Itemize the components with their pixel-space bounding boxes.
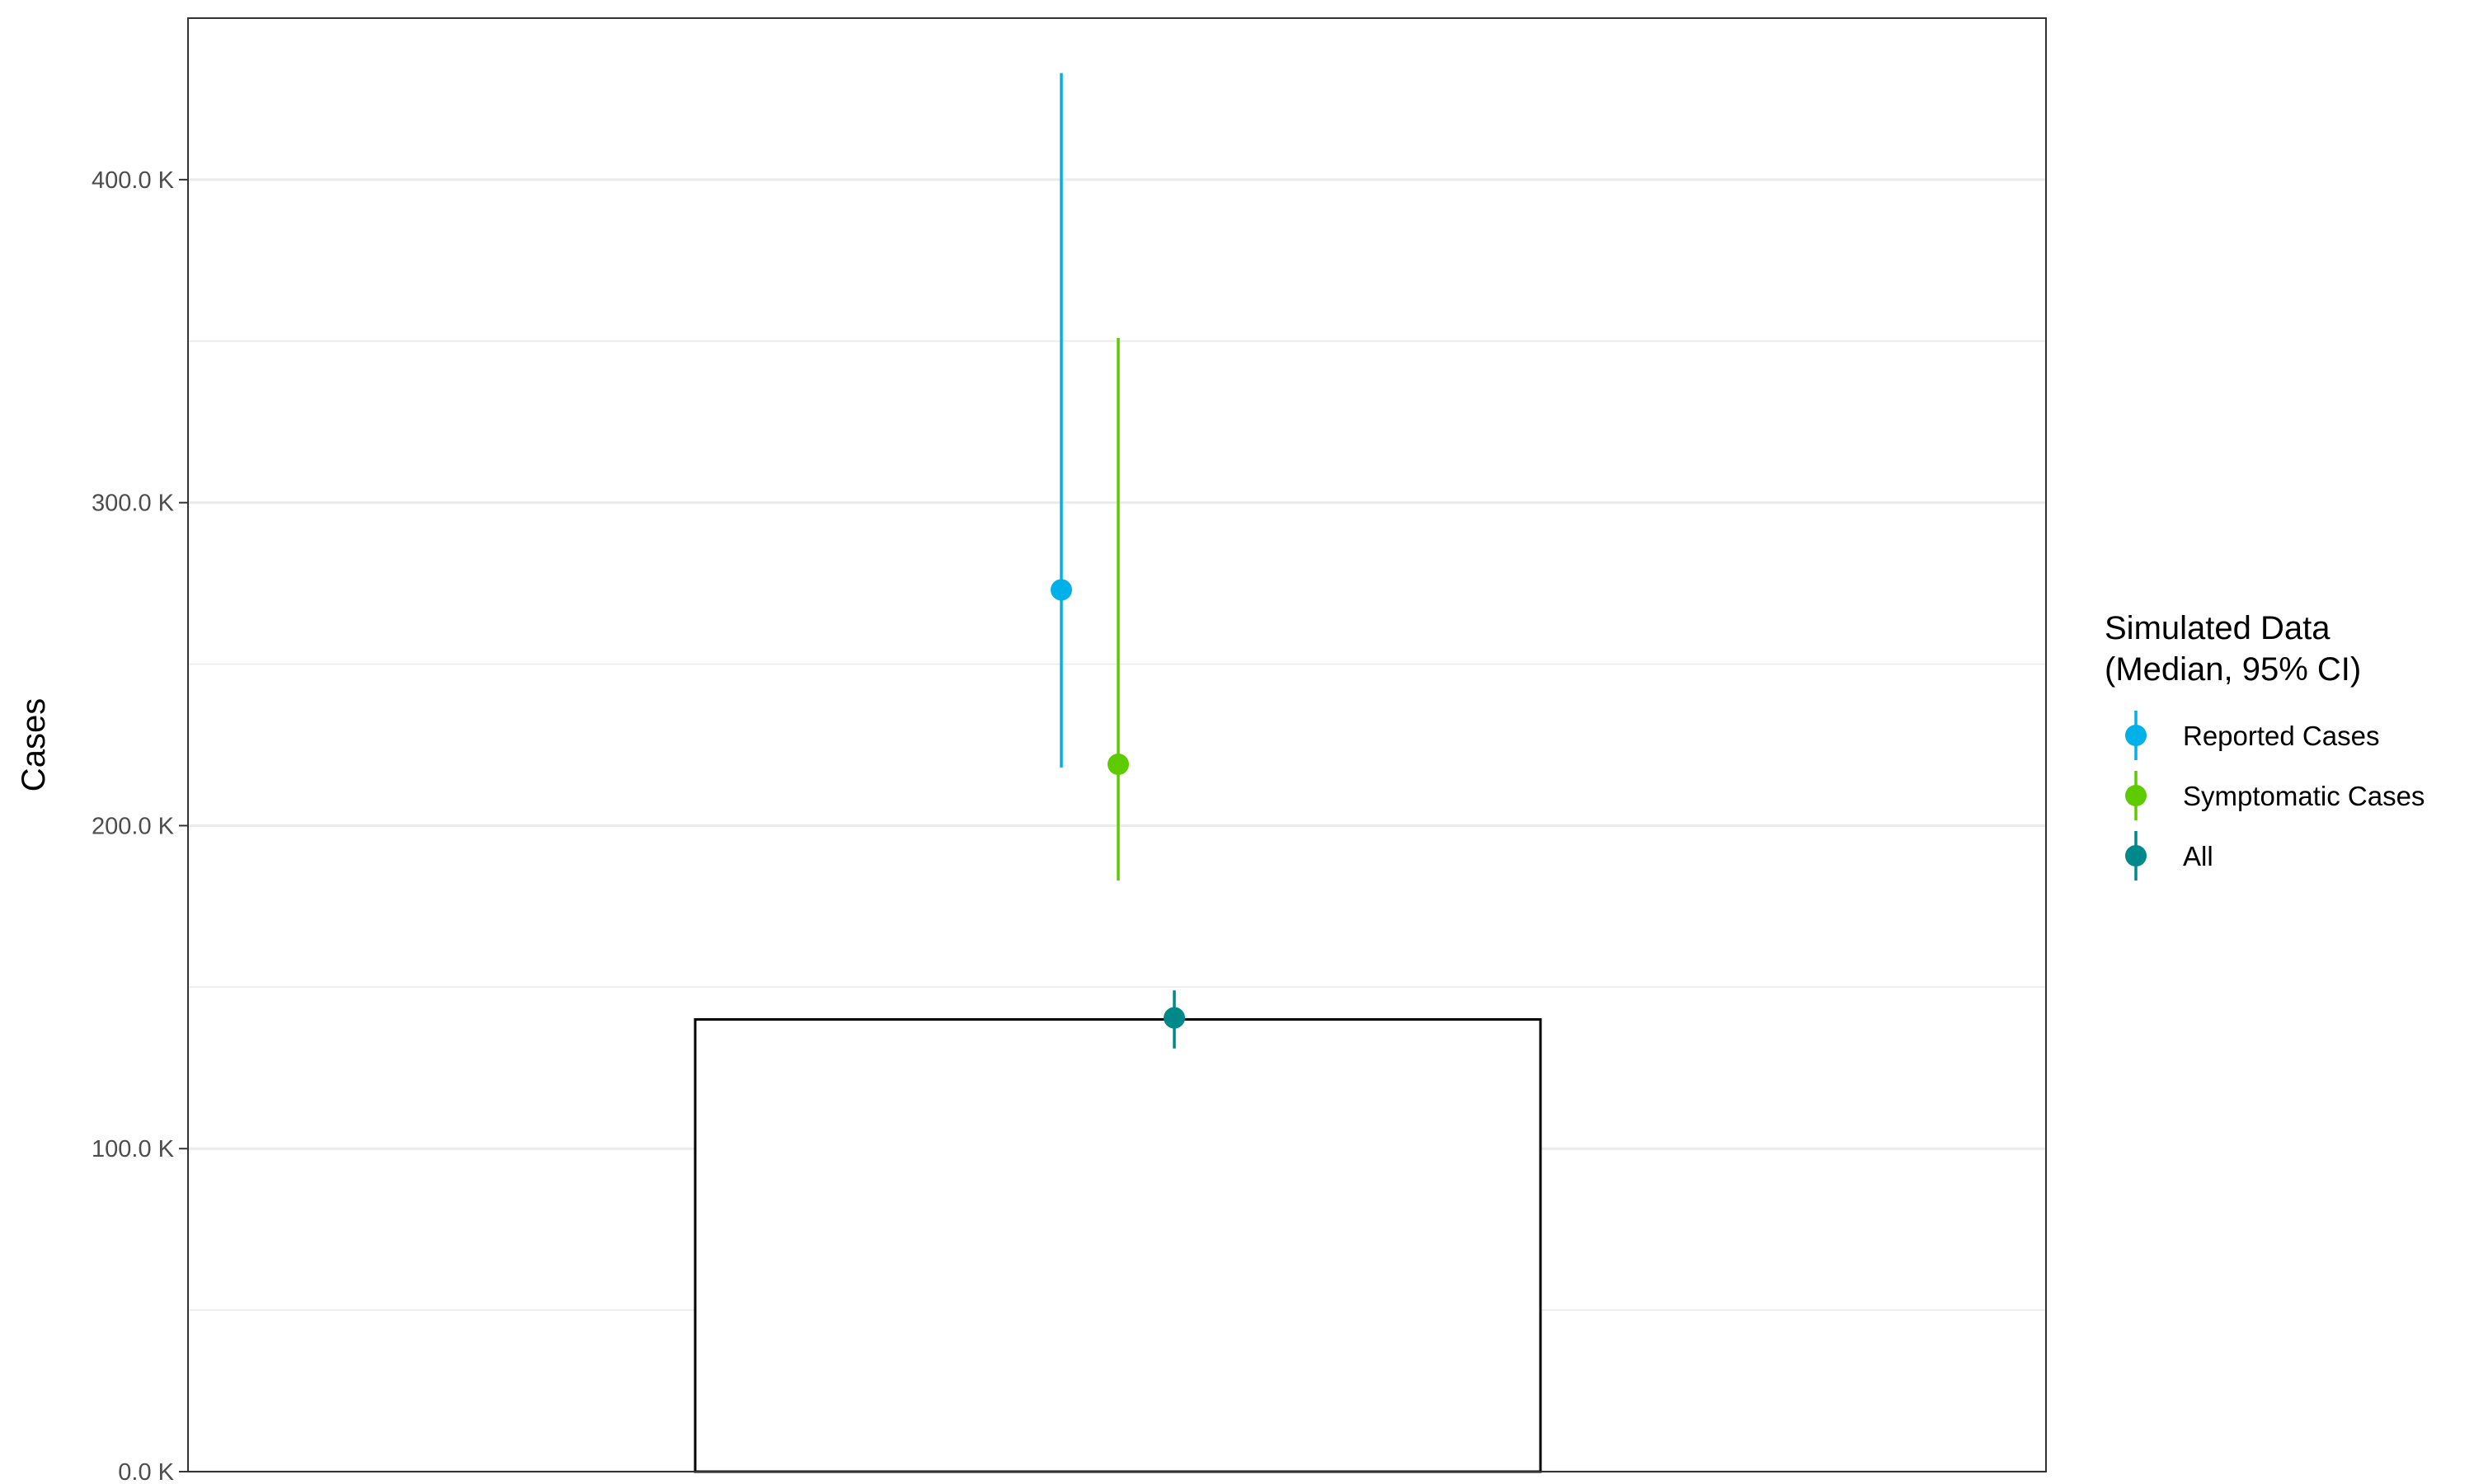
- legend-label: Reported Cases: [2183, 721, 2379, 751]
- y-axis-title: Cases: [16, 698, 52, 791]
- legend-title: (Median, 95% CI): [2105, 651, 2361, 688]
- series-layer: [1051, 73, 1185, 1049]
- series-0: [1051, 73, 1072, 768]
- median-point: [1108, 754, 1129, 776]
- legend-key-point: [2125, 845, 2147, 866]
- legend-item: Symptomatic Cases: [2125, 771, 2425, 820]
- y-tick-label: 0.0 K: [118, 1459, 174, 1484]
- legend-label: Symptomatic Cases: [2183, 781, 2425, 811]
- legend-key-point: [2125, 725, 2147, 746]
- legend-title: Simulated Data: [2105, 610, 2331, 646]
- legend: Simulated Data (Median, 95% CI) Reported C…: [2105, 610, 2425, 881]
- y-tick-label: 200.0 K: [92, 813, 175, 839]
- y-axis: 0.0 K 100.0 K 200.0 K 300.0 K 400.0 K: [92, 167, 188, 1484]
- y-tick-label: 400.0 K: [92, 167, 175, 194]
- bar: [694, 1018, 1542, 1473]
- bar-layer: [694, 1018, 1542, 1473]
- legend-key-point: [2125, 785, 2147, 806]
- median-point: [1164, 1007, 1185, 1029]
- legend-label: All: [2183, 841, 2213, 871]
- series-2: [1164, 990, 1185, 1049]
- y-tick-label: 100.0 K: [92, 1136, 175, 1162]
- median-point: [1051, 579, 1072, 601]
- series-1: [1108, 337, 1129, 881]
- legend-item: Reported Cases: [2125, 711, 2379, 760]
- y-tick-label: 300.0 K: [92, 491, 175, 517]
- plot-panel-border: [187, 17, 2047, 1472]
- legend-item: All: [2125, 831, 2213, 881]
